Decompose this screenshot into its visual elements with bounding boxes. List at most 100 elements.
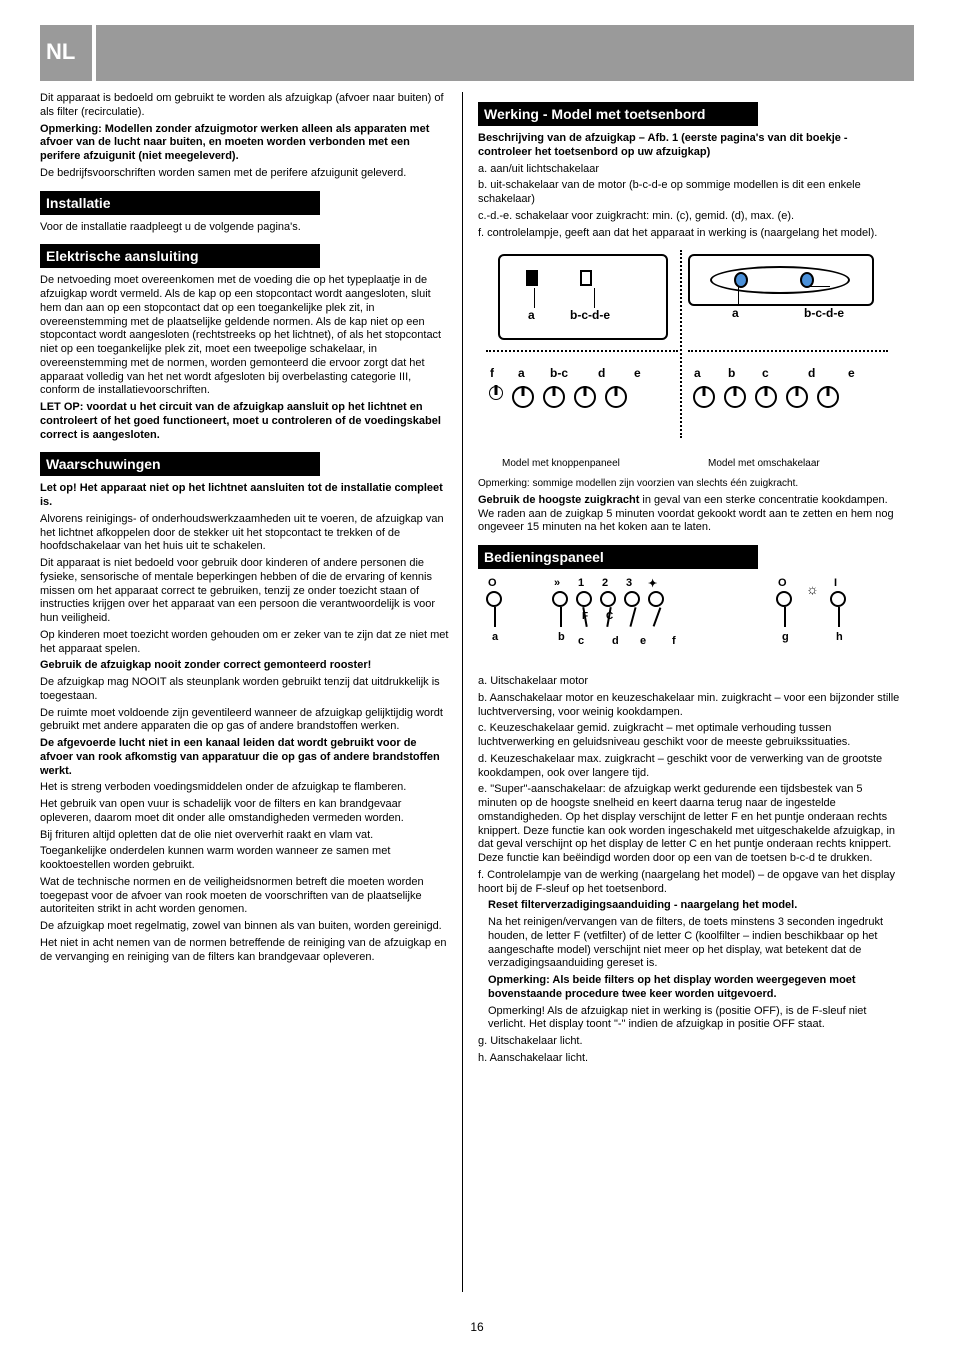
switch-bcde-rect	[580, 270, 592, 286]
knob2-lbl-b: b	[728, 366, 735, 380]
section-elektrische-title: Elektrische aansluiting	[40, 244, 320, 268]
warn-p14: De afzuigkap moet regelmatig, zowel van …	[40, 920, 450, 934]
knob2-b-icon	[724, 386, 746, 408]
bed-e: e. "Super"-aanschakelaar: de afzuigkap w…	[478, 783, 902, 866]
stem-e	[629, 607, 636, 627]
model-b-label: Model met omschakelaar	[708, 458, 902, 471]
warn-p4: Op kinderen moet toezicht worden gehoude…	[40, 629, 450, 657]
section-werking-title: Werking - Model met toetsenbord	[478, 102, 758, 126]
warn-p7: De ruimte moet voldoende zijn geventilee…	[40, 707, 450, 735]
bed-a: a. Uitschakelaar motor	[478, 675, 902, 689]
header-bar: NL	[40, 25, 914, 81]
elektrische-body: De netvoeding moet overeenkomen met de v…	[40, 274, 450, 398]
sym-I: I	[834, 577, 837, 589]
section-installatie-title: Installatie	[40, 191, 320, 215]
ctrl-c: c.-d.-e. schakelaar voor zuigkracht: min…	[478, 210, 902, 224]
knob2-c-icon	[755, 386, 777, 408]
section-waarschuwingen-title: Waarschuwingen	[40, 452, 320, 476]
rocker-oval-outer	[710, 266, 850, 294]
knob2-lbl-d: d	[808, 366, 815, 380]
bed-d: d. Keuzeschakelaar max. zuigkracht – ges…	[478, 753, 902, 781]
knob-row-left	[486, 386, 630, 408]
dots-v	[680, 250, 682, 438]
warn-p2: Alvorens reinigings- of onderhoudswerkza…	[40, 513, 450, 554]
warn-p5: Gebruik de afzuigkap nooit zonder correc…	[40, 659, 450, 673]
warn-p3: Dit apparaat is niet bedoeld voor gebrui…	[40, 557, 450, 626]
warn-p11: Bij frituren altijd opletten dat de olie…	[40, 829, 450, 843]
column-divider	[462, 92, 463, 1292]
ctrl-a: a. aan/uit lichtschakelaar	[478, 163, 902, 177]
warn-p15: Het niet in acht nemen van de normen bet…	[40, 937, 450, 965]
panel-rocker	[688, 254, 874, 306]
installatie-body: Voor de installatie raadpleegt u de volg…	[40, 221, 450, 235]
btn-f-icon	[648, 591, 664, 607]
knob-e-icon	[605, 386, 627, 408]
knob2-lbl-a: a	[694, 366, 701, 380]
dots-h-right	[688, 350, 888, 352]
btn-a-icon	[486, 591, 502, 607]
bed-b: b. Aanschakelaar motor en keuzeschakelaa…	[478, 692, 902, 720]
leader-rocker-a	[738, 286, 739, 306]
d2-c: c	[578, 635, 584, 647]
lbl-panel-bcde: b-c-d-e	[570, 308, 610, 322]
d2-e: e	[640, 635, 646, 647]
bed-reset2: Na het reinigen/vervangen van de filters…	[478, 916, 902, 971]
dots-h-left	[486, 350, 678, 352]
lbl-panel-a: a	[528, 308, 535, 322]
sym-bulb-icon: ☼	[806, 581, 819, 597]
header-grey-strip	[96, 25, 914, 81]
knob-row-right	[690, 386, 842, 408]
right-column: Werking - Model met toetsenbord Beschrij…	[478, 92, 902, 1069]
stem-h	[838, 607, 840, 627]
lbl-rocker-bcde: b-c-d-e	[804, 306, 844, 320]
sym-2: 2	[602, 577, 608, 589]
d2-g: g	[782, 631, 789, 643]
warn-p10: Het gebruik van open vuur is schadelijk …	[40, 798, 450, 826]
section-bediening-title: Bedieningspaneel	[478, 545, 758, 569]
sym-3: 3	[626, 577, 632, 589]
warn-p12: Toegankelijke onderdelen kunnen warm wor…	[40, 845, 450, 873]
knob2-e-icon	[817, 386, 839, 408]
stem-f	[653, 607, 662, 626]
intro-p2: Opmerking: Modellen zonder afzuigmotor w…	[40, 123, 450, 164]
knob2-lbl-c: c	[762, 366, 769, 380]
knob2-d-icon	[786, 386, 808, 408]
leader-a	[534, 288, 535, 308]
knob-f-icon	[489, 386, 503, 400]
warn-p9: Het is streng verboden voedingsmiddelen …	[40, 781, 450, 795]
sym-1: 1	[578, 577, 584, 589]
btn-g-icon	[776, 591, 792, 607]
sym-arrow: »	[554, 577, 560, 589]
btn-d-icon	[600, 591, 616, 607]
stem-a	[494, 607, 496, 627]
intro-p3: De bedrijfsvoorschriften worden samen me…	[40, 167, 450, 181]
leader-rocker-bcde-h	[808, 286, 830, 287]
page-number: 16	[470, 1320, 483, 1334]
diagram-panels: a b-c-d-e a b-c-d-e f a b-c d e	[478, 250, 888, 450]
werking-subtitle: Beschrijving van de afzuigkap – Afb. 1 (…	[478, 132, 902, 160]
header-lang-box: NL	[40, 25, 92, 81]
intro-p1: Dit apparaat is bedoeld om gebruikt te w…	[40, 92, 450, 120]
d2-d: d	[612, 635, 619, 647]
knob-lbl-bc: b-c	[550, 366, 568, 380]
model-note: Opmerking: sommige modellen zijn voorzie…	[478, 478, 902, 491]
elektrische-warn: LET OP: voordat u het circuit van de afz…	[40, 401, 450, 442]
stem-g	[784, 607, 786, 627]
bed-h: h. Aanschakelaar licht.	[478, 1052, 902, 1066]
warn-p13: Wat de technische normen en de veilighei…	[40, 876, 450, 917]
knob-lbl-e: e	[634, 366, 641, 380]
leader-bcde	[594, 288, 595, 308]
warn-p1: Let op! Het apparaat niet op het lichtne…	[40, 482, 450, 510]
knob2-a-icon	[693, 386, 715, 408]
warn-p8: De afgevoerde lucht niet in een kanaal l…	[40, 737, 450, 778]
d2-h: h	[836, 631, 843, 643]
knob-lbl-f: f	[490, 366, 494, 380]
knob-lbl-a: a	[518, 366, 525, 380]
btn-h-icon	[830, 591, 846, 607]
knob-lbl-d: d	[598, 366, 605, 380]
ctrl-f: f. controlelampje, geeft aan dat het app…	[478, 227, 902, 241]
d2-a: a	[492, 631, 498, 643]
btn-e-icon	[624, 591, 640, 607]
sym-O1: O	[488, 577, 497, 589]
warn-p6: De afzuigkap mag NOOIT als steunplank wo…	[40, 676, 450, 704]
